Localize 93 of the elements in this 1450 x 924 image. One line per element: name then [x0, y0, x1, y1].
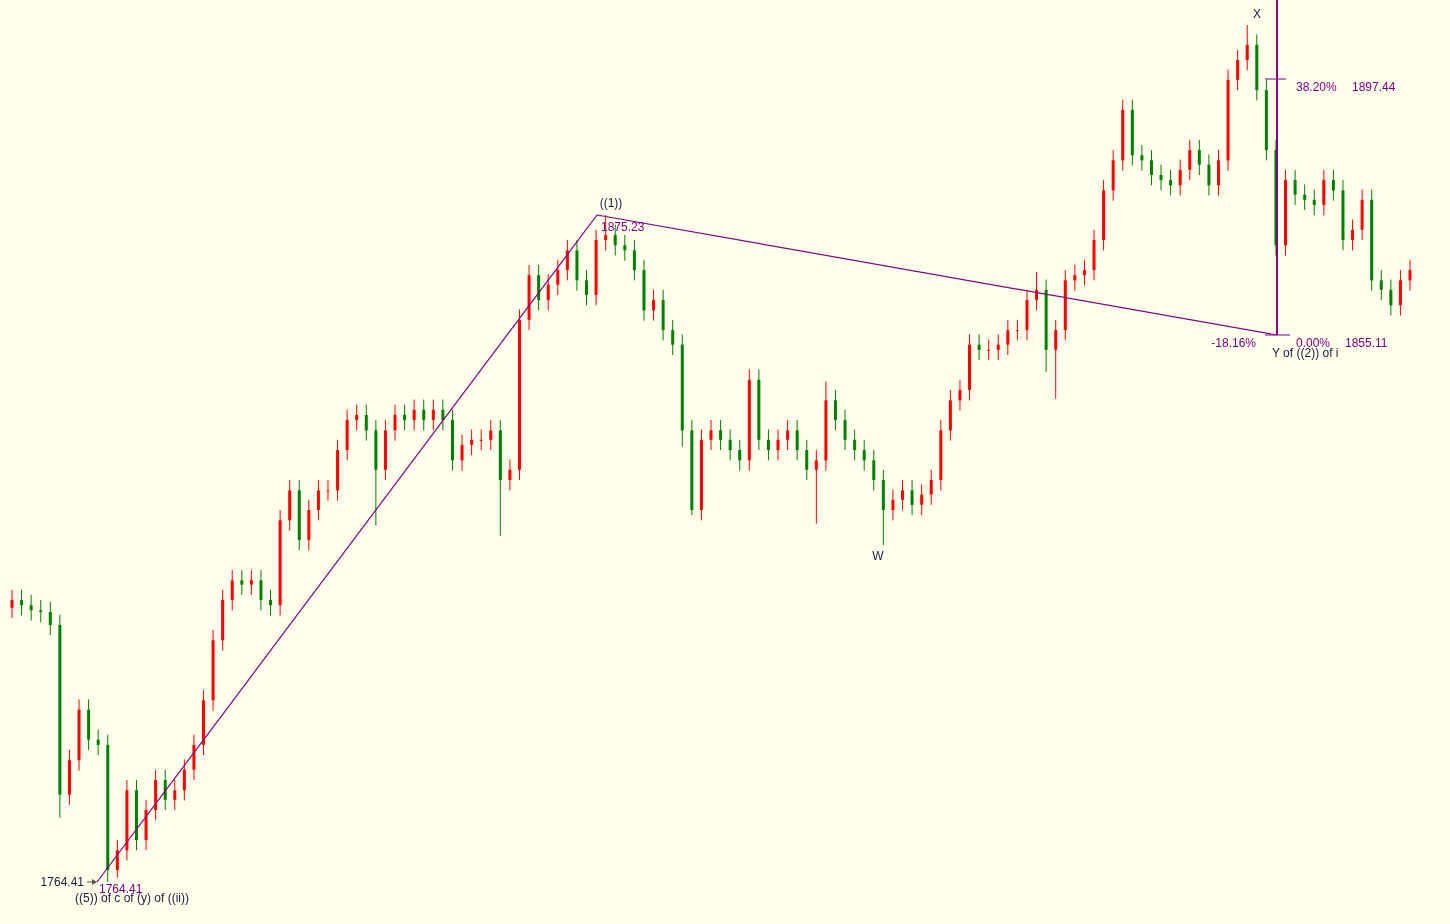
candlestick: [508, 459, 512, 491]
candlestick: [776, 429, 780, 461]
candlestick: [173, 779, 177, 811]
candlestick: [546, 273, 550, 311]
candlestick: [1082, 259, 1086, 287]
candlestick: [39, 599, 43, 623]
candlestick: [460, 434, 464, 472]
candlestick: [441, 399, 445, 431]
candlestick: [240, 569, 244, 596]
candlestick: [1408, 259, 1412, 292]
candlestick: [96, 728, 100, 756]
annotation: 1897.44: [1352, 80, 1396, 94]
candlestick: [1149, 149, 1153, 186]
candlestick: [843, 409, 847, 451]
candlestick: [891, 488, 895, 521]
candlestick: [1169, 169, 1173, 197]
candlestick: [355, 404, 359, 431]
candlestick: [652, 289, 656, 322]
candlestick: [1159, 164, 1163, 191]
candlestick: [1073, 264, 1077, 292]
candlestick: [920, 483, 924, 516]
candlestick: [316, 479, 320, 521]
candlestick: [1178, 159, 1182, 197]
candlestick: [1140, 144, 1144, 172]
candlestick: [565, 239, 569, 281]
candlestick: [556, 259, 560, 296]
annotation: ((1)): [599, 196, 623, 210]
candlestick: [805, 439, 809, 481]
candlestick: [230, 569, 234, 611]
candlestick: [1015, 319, 1019, 341]
candlestick: [48, 601, 52, 636]
candlestick: [326, 479, 330, 502]
candlestick: [671, 319, 675, 356]
annotation: W: [872, 549, 885, 563]
candlestick: [996, 333, 1000, 361]
candlestick: [1207, 153, 1211, 197]
candlestick: [1379, 269, 1383, 301]
candlestick: [632, 239, 636, 281]
candlestick: [1245, 24, 1249, 71]
candlestick: [1303, 183, 1307, 211]
candlestick: [1006, 319, 1010, 356]
candlestick: [470, 429, 474, 456]
candlestick: [833, 389, 837, 431]
candlestick: [1054, 319, 1058, 400]
candlestick: [182, 758, 186, 802]
candlestick: [1331, 169, 1335, 202]
candlestick: [10, 589, 14, 619]
candlestick: [1389, 279, 1393, 317]
candlestick: [1236, 49, 1240, 91]
candlestick: [901, 479, 905, 511]
candlestick: [786, 419, 790, 451]
annotation: -18.16%: [1211, 336, 1257, 350]
candlestick: [1351, 219, 1355, 251]
candlestick: [1312, 189, 1316, 216]
candlestick: [795, 419, 799, 461]
candlestick: [163, 769, 167, 811]
candlestick: [249, 569, 253, 596]
candlestick: [29, 594, 33, 622]
candlestick: [910, 479, 914, 516]
candlestick: [115, 839, 119, 879]
candlestick: [431, 399, 435, 431]
candlestick: [728, 429, 732, 461]
candlestick: [766, 429, 770, 461]
candlestick: [422, 399, 426, 431]
candlestick: [393, 404, 397, 442]
candlestick: [977, 333, 981, 361]
candlestick: [862, 439, 866, 472]
annotation: 1855.11: [1345, 336, 1388, 350]
candlestick: [623, 234, 627, 262]
candlestick: [412, 399, 416, 431]
candlestick: [1188, 139, 1192, 181]
candlestick: [709, 419, 713, 451]
candlestick: [20, 589, 24, 616]
candlestick: [872, 449, 876, 491]
candlestick: [585, 269, 589, 306]
candlestick: [929, 469, 933, 506]
candlestick: [719, 419, 723, 451]
annotation: 1764.41: [40, 875, 85, 889]
candlestick: [853, 429, 857, 461]
candlestick: [987, 339, 991, 361]
candlestick: [489, 419, 493, 451]
candlestick: [958, 379, 962, 412]
candlestick: [403, 404, 407, 431]
candlestick: [479, 429, 483, 451]
candlestick: [1197, 139, 1201, 176]
text: X: [1252, 7, 1262, 21]
annotation: 38.20%: [1296, 80, 1338, 94]
candlestick: [738, 439, 742, 472]
candlestick: [814, 449, 818, 525]
candlestick: [1293, 169, 1297, 206]
candlestick: [364, 404, 368, 442]
candlestick: [269, 589, 273, 616]
candlestick: [259, 569, 263, 611]
